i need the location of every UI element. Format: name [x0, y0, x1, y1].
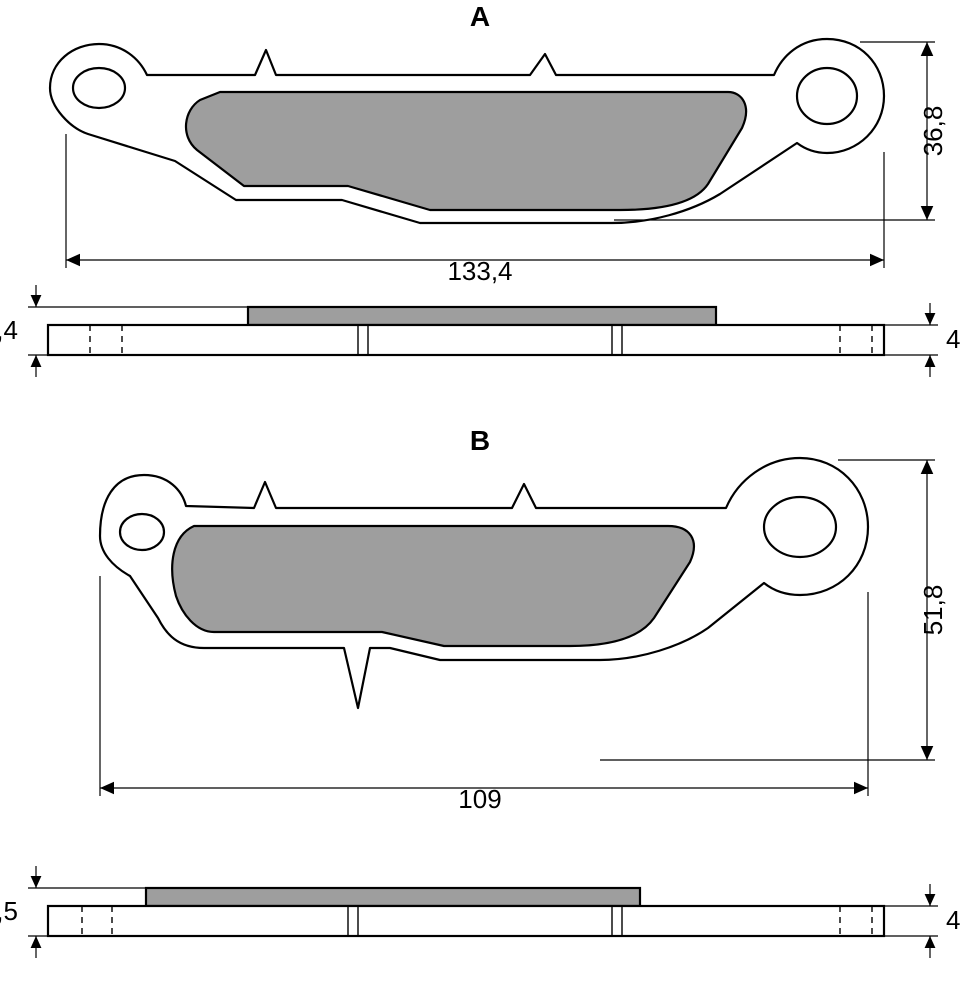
- mount-hole-right: [764, 497, 836, 557]
- drawing-stage: A 133,4 36,8 8,4 4 B 109 51,8 8,5 4: [0, 0, 960, 983]
- friction-side: [248, 307, 716, 325]
- svg-text:36,8: 36,8: [918, 106, 948, 157]
- svg-text:51,8: 51,8: [918, 585, 948, 636]
- plate-side: [48, 325, 884, 355]
- svg-text:8,5: 8,5: [0, 896, 18, 926]
- section-a: A 133,4 36,8 8,4 4: [0, 1, 960, 377]
- section-label-a: A: [470, 1, 490, 32]
- section-b: B 109 51,8 8,5 4: [0, 425, 960, 958]
- plate-side: [48, 906, 884, 936]
- mount-hole-left: [120, 514, 164, 550]
- svg-text:8,4: 8,4: [0, 315, 18, 345]
- svg-text:133,4: 133,4: [447, 256, 512, 286]
- section-label-b: B: [470, 425, 490, 456]
- svg-text:4: 4: [946, 905, 960, 935]
- friction-pad: [172, 526, 694, 646]
- svg-text:4: 4: [946, 324, 960, 354]
- side-view: [48, 888, 884, 936]
- svg-text:109: 109: [458, 784, 501, 814]
- friction-side: [146, 888, 640, 906]
- mount-hole-right: [797, 68, 857, 124]
- friction-pad: [186, 92, 746, 210]
- side-view: [48, 307, 884, 355]
- mount-hole-left: [73, 68, 125, 108]
